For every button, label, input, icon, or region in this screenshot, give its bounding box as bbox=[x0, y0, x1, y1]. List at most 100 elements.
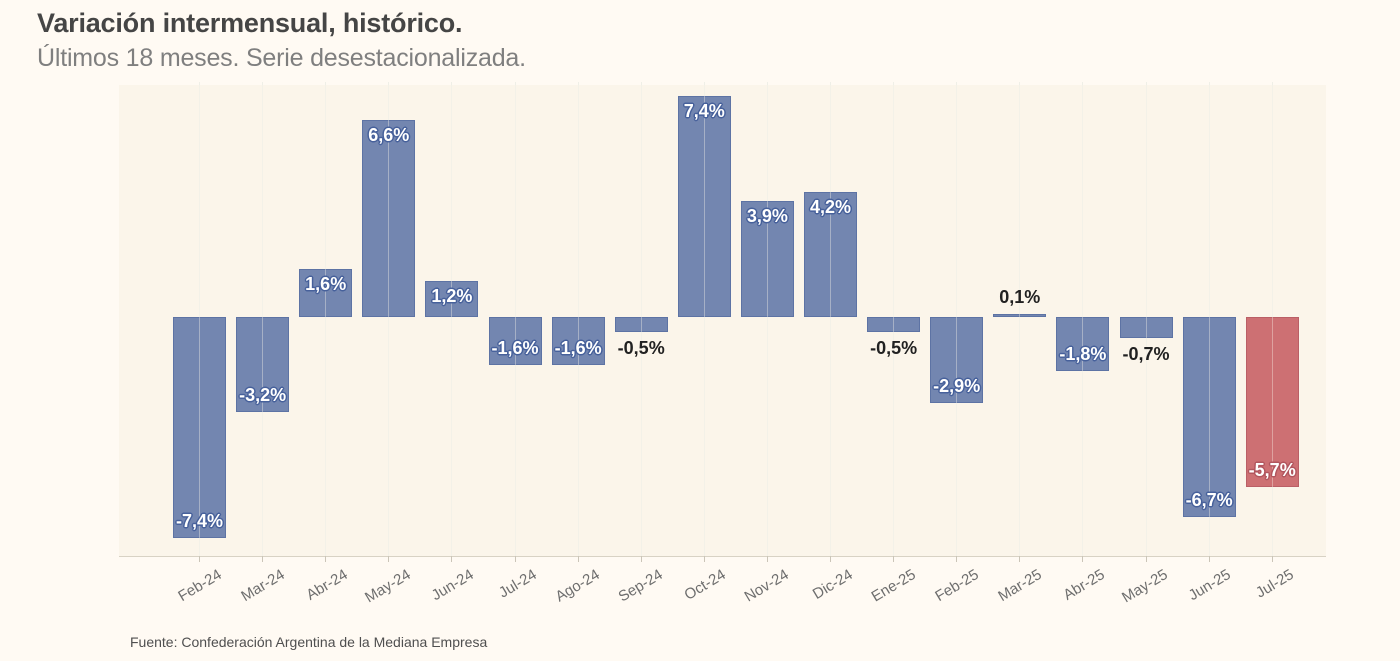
bar-value-label: -2,9% bbox=[933, 376, 981, 397]
bar-feb-25 bbox=[930, 317, 984, 404]
x-axis-label: Mar-25 bbox=[995, 566, 1045, 606]
bar-abr-25 bbox=[1056, 317, 1110, 371]
bar-value-label: -1,6% bbox=[491, 337, 539, 358]
gridline-overlay bbox=[388, 85, 390, 556]
bar-value-label: -3,2% bbox=[239, 385, 287, 406]
bar-abr-24 bbox=[299, 269, 353, 317]
gridline-overlay bbox=[514, 85, 516, 556]
x-axis-label: Sep-24 bbox=[615, 566, 666, 606]
x-axis-label: Abr-24 bbox=[303, 566, 351, 604]
gridline-overlay bbox=[766, 85, 768, 556]
axis-tick bbox=[199, 556, 200, 562]
bar-value-label: -1,8% bbox=[1059, 343, 1107, 364]
bar-value-label: -0,7% bbox=[1122, 343, 1170, 364]
axis-tick bbox=[388, 556, 390, 562]
bar-ago-24 bbox=[551, 317, 605, 365]
gridline-overlay bbox=[1082, 85, 1084, 556]
bar-oct-24 bbox=[677, 96, 731, 317]
bar-value-label: 1,2% bbox=[431, 286, 473, 307]
bar-dic-24 bbox=[804, 191, 857, 317]
axis-tick bbox=[640, 556, 642, 562]
x-axis-label: Jul-25 bbox=[1253, 566, 1297, 602]
gridline bbox=[703, 82, 705, 556]
x-axis-label: Feb-25 bbox=[931, 566, 982, 606]
bar-value-label: 6,6% bbox=[368, 125, 410, 146]
axis-tick bbox=[577, 556, 579, 562]
axis-tick bbox=[325, 556, 327, 562]
axis-tick bbox=[830, 556, 831, 562]
gridline-overlay bbox=[1208, 85, 1210, 556]
axis-tick bbox=[893, 556, 895, 562]
bar-chart-plot-area: -7,4% Feb-24 -3,2% Mar-24 1,6% Abr-24 6,6% May-… bbox=[119, 82, 1326, 606]
x-axis-label: Mar-24 bbox=[237, 566, 288, 606]
axis-tick bbox=[1271, 556, 1273, 562]
x-axis-label: Jun-24 bbox=[428, 566, 477, 605]
source-note: Fuente: Confederación Argentina de la Me… bbox=[130, 634, 488, 650]
axis-tick bbox=[262, 556, 264, 562]
axis-tick bbox=[1208, 556, 1210, 562]
gridline-overlay bbox=[956, 85, 958, 556]
bar-value-label: -7,4% bbox=[175, 510, 224, 531]
gridline-overlay bbox=[893, 85, 895, 556]
x-axis-label: Nov-24 bbox=[741, 566, 793, 606]
x-axis-label: Jul-24 bbox=[495, 566, 540, 602]
gridline-overlay bbox=[640, 85, 642, 556]
x-axis-label: Ago-24 bbox=[552, 566, 603, 606]
gridline-overlay bbox=[703, 85, 705, 556]
x-axis-label: Ene-25 bbox=[868, 566, 919, 606]
bar-jun-24 bbox=[425, 281, 479, 317]
gridline-overlay bbox=[1019, 85, 1021, 556]
bar-value-label: -5,7% bbox=[1248, 459, 1296, 480]
chart-title: Variación intermensual, histórico. bbox=[37, 8, 463, 38]
gridline-overlay bbox=[1145, 85, 1147, 556]
axis-tick bbox=[1145, 556, 1147, 562]
x-axis-label: May-25 bbox=[1119, 566, 1171, 607]
gridline-overlay bbox=[199, 85, 200, 556]
bar-value-label: -0,5% bbox=[870, 337, 918, 358]
gridline-overlay bbox=[451, 85, 453, 556]
axis-tick bbox=[956, 556, 958, 562]
x-axis-label: May-24 bbox=[361, 566, 414, 607]
axis-tick bbox=[514, 556, 516, 562]
bar-value-label: -0,5% bbox=[617, 337, 665, 358]
bar-ene-25 bbox=[867, 317, 921, 332]
bar-value-label: 3,9% bbox=[746, 205, 788, 226]
bar-value-label: 7,4% bbox=[683, 101, 725, 122]
gridline-overlay bbox=[325, 85, 327, 556]
bar-value-label: 0,1% bbox=[999, 287, 1041, 307]
bar-jun-25 bbox=[1182, 317, 1236, 517]
axis-tick bbox=[451, 556, 453, 562]
x-axis-label: Feb-24 bbox=[174, 566, 225, 606]
x-axis-label: Abr-25 bbox=[1060, 566, 1108, 604]
bar-mar-24 bbox=[236, 317, 290, 413]
x-axis-label: Jun-25 bbox=[1185, 566, 1234, 605]
gridline-overlay bbox=[1271, 85, 1273, 556]
bar-value-label: -1,6% bbox=[554, 337, 602, 358]
x-axis-label: Oct-24 bbox=[681, 566, 730, 604]
bar-may-25 bbox=[1119, 317, 1173, 338]
axis-tick bbox=[1082, 556, 1084, 562]
gridline bbox=[830, 82, 831, 556]
bar-value-label: -6,7% bbox=[1185, 489, 1233, 510]
axis-tick bbox=[703, 556, 705, 562]
gridline-overlay bbox=[262, 85, 264, 556]
bar-may-24 bbox=[362, 120, 416, 317]
bar-nov-24 bbox=[740, 200, 794, 317]
bar-feb-24 bbox=[173, 317, 226, 538]
chart-subtitle: Últimos 18 meses. Serie desestacionaliza… bbox=[37, 44, 526, 72]
axis-tick bbox=[1019, 556, 1021, 562]
gridline bbox=[388, 82, 390, 556]
gridline bbox=[325, 82, 327, 556]
gridline-overlay bbox=[577, 85, 579, 556]
x-axis-label: Dic-24 bbox=[809, 566, 856, 603]
gridline bbox=[766, 82, 768, 556]
bar-sep-24 bbox=[614, 317, 668, 332]
bar-value-label: 1,6% bbox=[305, 274, 347, 295]
bar-jul-25 bbox=[1245, 317, 1299, 487]
gridline bbox=[451, 82, 453, 556]
gridline bbox=[1019, 82, 1021, 556]
bar-mar-25 bbox=[993, 314, 1047, 317]
gridline-overlay bbox=[830, 85, 831, 556]
axis-tick bbox=[766, 556, 768, 562]
bar-jul-24 bbox=[488, 317, 542, 365]
